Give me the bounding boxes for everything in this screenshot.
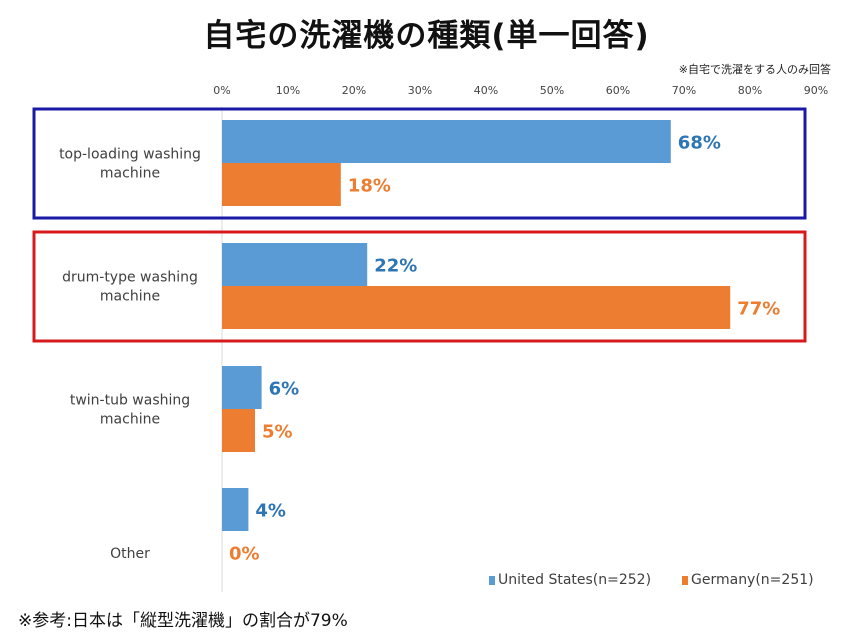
- bar-germany: [222, 409, 255, 452]
- legend-swatch-us: [489, 576, 495, 585]
- data-label-germany: 5%: [262, 422, 293, 443]
- data-label-us: 6%: [269, 379, 300, 400]
- data-label-us: 22%: [374, 256, 417, 277]
- x-tick-label: 70%: [672, 84, 696, 97]
- chart-title: 自宅の洗濯機の種類(単一回答): [203, 18, 650, 54]
- highlight-box-1: [32, 230, 807, 343]
- x-tick-label: 10%: [276, 84, 300, 97]
- bar-chart: 0% 10% 20% 30% 40% 50% 60% 70% 80% 90% top-loading…: [32, 84, 828, 592]
- bar-us: [222, 243, 368, 286]
- x-tick-label: 30%: [408, 84, 432, 97]
- x-tick-label: 40%: [474, 84, 498, 97]
- bar-us: [222, 366, 262, 409]
- reference-footnote: ※参考:日本は「縦型洗濯機」の割合が79%: [18, 611, 348, 631]
- category-label: machine: [100, 412, 160, 428]
- data-label-us: 4%: [255, 501, 286, 522]
- data-label-us: 68%: [678, 133, 721, 154]
- bar-germany: [222, 286, 731, 329]
- category-label: machine: [100, 289, 160, 305]
- category-label: drum-type washing: [62, 270, 198, 286]
- x-tick-label: 80%: [738, 84, 762, 97]
- x-tick-label: 20%: [342, 84, 366, 97]
- category-label: top-loading washing: [59, 147, 201, 163]
- legend-label-us: United States(n=252): [498, 572, 651, 588]
- category-label: Other: [110, 546, 150, 562]
- data-label-germany: 18%: [348, 176, 391, 197]
- x-tick-label: 0%: [213, 84, 230, 97]
- legend-swatch-germany: [682, 576, 688, 585]
- respondent-note: ※自宅で洗濯をする人のみ回答: [678, 63, 831, 76]
- data-label-germany: 77%: [737, 299, 780, 320]
- legend-label-germany: Germany(n=251): [691, 572, 814, 588]
- x-tick-label: 90%: [804, 84, 828, 97]
- bar-us: [222, 120, 671, 163]
- bar-germany: [222, 163, 341, 206]
- x-tick-label: 50%: [540, 84, 564, 97]
- x-tick-label: 60%: [606, 84, 630, 97]
- category-label: twin-tub washing: [70, 393, 190, 409]
- highlight-box-0: [32, 107, 807, 220]
- category-label: machine: [100, 166, 160, 182]
- bar-us: [222, 488, 249, 531]
- data-label-germany: 0%: [229, 544, 260, 565]
